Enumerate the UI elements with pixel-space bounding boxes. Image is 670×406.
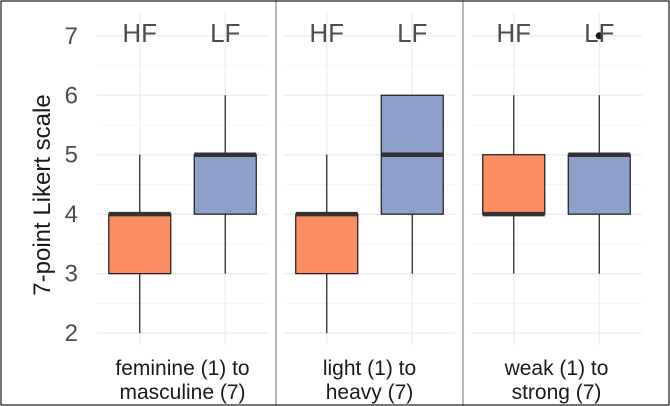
group-label-hf: HF: [496, 18, 531, 48]
facet-label-line2: heavy (7): [326, 381, 414, 404]
y-tick-labels: 2 3 4 5 6 7: [65, 23, 78, 347]
box-hf: [482, 154, 546, 215]
box-hf: [295, 213, 359, 275]
group-label-lf: LF: [210, 18, 240, 48]
group-label-hf: HF: [309, 18, 344, 48]
box-layer: [108, 32, 631, 334]
y-tick-label: 5: [65, 142, 78, 169]
y-tick-label: 3: [65, 261, 78, 288]
box-hf: [108, 213, 172, 275]
box-lf: [193, 154, 257, 215]
y-axis-title: 7-point Likert scale: [29, 94, 56, 295]
y-tick-label: 2: [65, 320, 78, 347]
group-label-lf: LF: [584, 18, 614, 48]
outlier-point: [595, 32, 603, 40]
facet-label-line2: masculine (7): [119, 381, 245, 404]
group-strip-labels: HF LF HF LF HF LF: [122, 18, 614, 48]
y-tick-label: 4: [65, 201, 78, 228]
y-tick-label: 6: [65, 82, 78, 109]
box-lf: [567, 154, 631, 215]
facet-label-line2: strong (7): [512, 381, 602, 404]
facet-label-line1: feminine (1) to: [115, 357, 249, 380]
y-tick-label: 7: [65, 23, 78, 50]
facet-label-line1: light (1) to: [323, 357, 416, 380]
group-label-lf: LF: [397, 18, 427, 48]
facet-label-line1: weak (1) to: [504, 357, 609, 380]
group-label-hf: HF: [122, 18, 157, 48]
